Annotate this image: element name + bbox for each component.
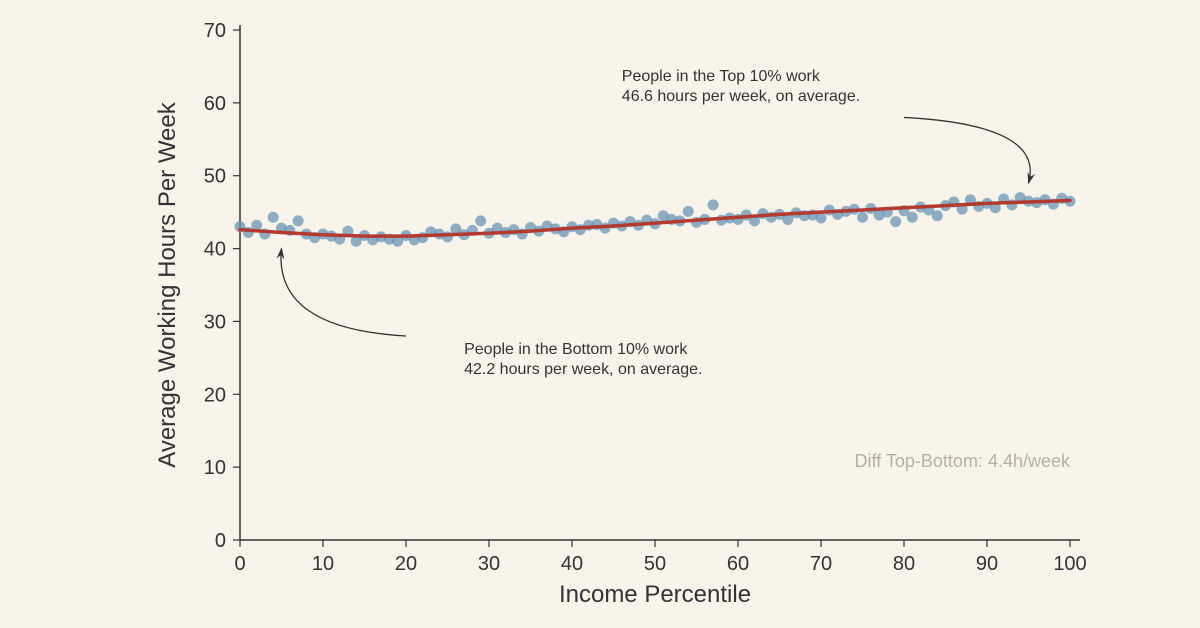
y-tick-label: 0 — [215, 530, 226, 552]
x-tick-label: 10 — [312, 553, 334, 575]
annotation-top-line1: People in the Top 10% work — [622, 68, 821, 85]
annotation-bottom-line1: People in the Bottom 10% work — [464, 341, 688, 358]
y-tick-label: 30 — [204, 311, 226, 333]
annotation-top-line2: 46.6 hours per week, on average. — [622, 88, 860, 105]
y-axis-label: Average Working Hours Per Week — [154, 101, 181, 467]
diff-label: Diff Top-Bottom: 4.4h/week — [855, 451, 1071, 471]
annotation-bottom-line2: 42.2 hours per week, on average. — [464, 361, 702, 378]
scatter-chart: 0 10 20 30 40 50 60 70 80 90 100 0 10 20 30 40 50 60 70 Inc… — [0, 0, 1200, 628]
y-tick-label: 20 — [204, 384, 226, 406]
y-tick-label: 10 — [204, 457, 226, 479]
x-tick-label: 60 — [727, 553, 749, 575]
y-tick-label: 70 — [204, 20, 226, 42]
x-tick-label: 50 — [644, 553, 666, 575]
y-tick-label: 60 — [204, 93, 226, 115]
x-tick-label: 70 — [810, 553, 832, 575]
y-tick-label: 50 — [204, 166, 226, 188]
x-tick-label: 30 — [478, 553, 500, 575]
x-tick-label: 40 — [561, 553, 583, 575]
chart-container: { "chart": { "type": "scatter", "backgro… — [0, 0, 1200, 628]
x-tick-label: 90 — [976, 553, 998, 575]
x-tick-label: 0 — [234, 553, 245, 575]
x-tick-label: 100 — [1053, 553, 1086, 575]
x-axis-label: Income Percentile — [559, 581, 751, 608]
y-tick-label: 40 — [204, 239, 226, 261]
x-tick-label: 20 — [395, 553, 417, 575]
x-tick-label: 80 — [893, 553, 915, 575]
